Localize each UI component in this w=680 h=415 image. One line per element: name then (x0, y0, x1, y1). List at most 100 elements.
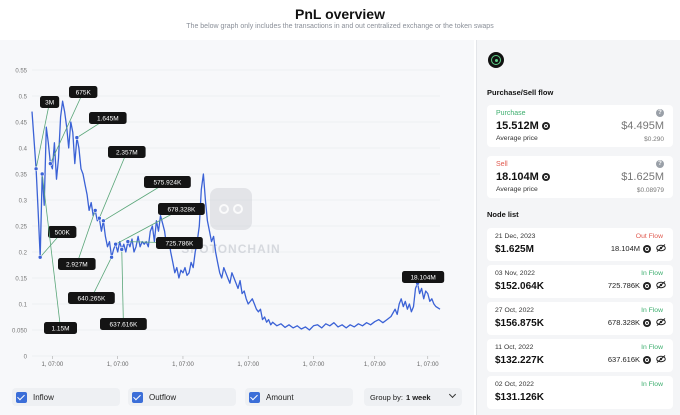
outflow-checkbox[interactable]: Outflow (128, 388, 236, 406)
callout-connector (103, 181, 168, 222)
eye-off-icon[interactable] (656, 318, 666, 326)
transaction-point[interactable] (48, 161, 53, 166)
node-date: 02 Oct, 2022 (495, 381, 534, 388)
y-tick-label: 0.3 (19, 199, 28, 205)
transaction-point[interactable] (33, 166, 39, 172)
transaction-point[interactable] (39, 171, 45, 177)
callout-box[interactable] (402, 271, 445, 283)
transaction-point[interactable] (119, 247, 125, 252)
node-flow-type: In Flow (641, 270, 663, 277)
callout-label: 675K (76, 90, 92, 97)
node-date: 11 Oct, 2022 (495, 344, 534, 351)
token-icon (643, 355, 651, 364)
checkbox-checked-icon (16, 391, 27, 403)
purchase-usd: $4.495M (621, 120, 664, 132)
transaction-point[interactable] (97, 215, 102, 221)
callout-label: 640.265K (77, 296, 105, 303)
callout-label: 18.104M (410, 275, 435, 282)
purchase-card: Purchase ? 15.512M $4.495M Average price… (487, 105, 673, 147)
x-tick-label: 1, 07:00 (42, 362, 64, 368)
callout-connector (91, 257, 112, 299)
callout-box[interactable] (48, 226, 77, 238)
x-tick-label: 1, 07:00 (417, 362, 439, 368)
node-qty: 637.616K (608, 355, 651, 364)
callout-label: 2.357M (116, 150, 138, 157)
token-icon (643, 244, 651, 253)
eye-off-icon[interactable] (656, 355, 666, 363)
node-list-item[interactable]: 27 Oct, 2022 $156.875K In Flow 678.328K (487, 302, 673, 335)
sell-usd: $1.625M (621, 171, 664, 183)
callout-box[interactable] (89, 112, 127, 124)
token-icon (541, 122, 550, 130)
help-icon[interactable]: ? (656, 160, 664, 168)
page-subtitle: The below graph only includes the transa… (186, 23, 494, 30)
y-tick-label: 0 (24, 355, 28, 361)
transaction-point[interactable] (109, 254, 114, 260)
node-list-item[interactable]: 03 Nov, 2022 $152.064K In Flow 725.786K (487, 265, 673, 298)
callout-connector (41, 173, 61, 329)
node-list-title: Node list (487, 210, 519, 219)
node-list-item[interactable]: 11 Oct, 2022 $132.227K In Flow 637.616K (487, 339, 673, 372)
node-date: 03 Nov, 2022 (495, 270, 535, 277)
callout-box[interactable] (108, 146, 146, 158)
purchase-amount-value: 15.512M (496, 120, 539, 132)
callout-box[interactable] (69, 86, 98, 98)
x-tick-label: 1, 07:00 (364, 362, 386, 368)
group-by-select[interactable]: Group by: 1 week (364, 388, 462, 406)
node-qty: 678.328K (608, 318, 651, 327)
watermark-logo (210, 188, 252, 230)
transaction-point[interactable] (92, 208, 98, 213)
callout-box[interactable] (44, 322, 77, 334)
transaction-point[interactable] (125, 239, 131, 244)
callout-box[interactable] (158, 203, 205, 215)
inflow-checkbox[interactable]: Inflow (12, 388, 120, 406)
eye-icon[interactable] (488, 52, 504, 68)
callout-box[interactable] (100, 318, 147, 330)
callout-connector (35, 101, 50, 169)
callout-label: 725.786K (165, 241, 193, 248)
chart-toolbar: Inflow Outflow Amount Group by: 1 week (0, 385, 474, 409)
node-list-item[interactable]: 21 Dec, 2023 $1.625M Out Flow 18.104M (487, 228, 673, 261)
amount-label: Amount (266, 392, 294, 402)
sell-label: Sell (496, 161, 508, 168)
node-qty-value: 678.328K (607, 318, 640, 327)
page-title: PnL overview (294, 6, 385, 22)
eye-off-icon[interactable] (656, 281, 666, 289)
outflow-label: Outflow (149, 392, 177, 402)
callout-label: 3M (45, 100, 54, 107)
transaction-point[interactable] (113, 241, 118, 247)
callout-connector (121, 249, 124, 325)
node-list-item[interactable]: 02 Oct, 2022 $131.126K In Flow (487, 376, 673, 409)
side-panel: Purchase/Sell flow Purchase ? 15.512M $4… (476, 40, 680, 415)
transaction-point[interactable] (37, 254, 43, 260)
callout-box[interactable] (58, 258, 96, 270)
callout-label: 1.645M (97, 116, 119, 123)
amount-checkbox[interactable]: Amount (245, 388, 353, 406)
token-icon (643, 318, 651, 327)
node-usd: $131.126K (495, 392, 544, 403)
callout-label: 2.927M (66, 262, 88, 269)
help-icon[interactable]: ? (656, 109, 664, 117)
pnl-series-line (31, 100, 441, 331)
callout-box[interactable] (156, 237, 203, 249)
watermark-logo-mark (219, 204, 229, 214)
callout-box[interactable] (144, 176, 191, 188)
eye-off-icon[interactable] (656, 244, 666, 252)
transaction-point[interactable] (101, 218, 106, 224)
callout-box[interactable] (40, 96, 60, 108)
group-by-label: Group by: (370, 392, 403, 402)
chevron-down-icon (448, 390, 457, 399)
y-tick-label: 0.2 (19, 251, 28, 257)
node-usd: $156.875K (495, 318, 544, 329)
callout-box[interactable] (68, 292, 115, 304)
y-tick-label: 0.55 (15, 69, 27, 75)
callout-label: 575.924K (153, 180, 181, 187)
transaction-point[interactable] (74, 135, 80, 140)
node-usd: $152.064K (495, 281, 544, 292)
callout-label: 678.328K (167, 207, 195, 214)
node-qty-value: 725.786K (607, 281, 640, 290)
y-tick-label: 0.5 (19, 95, 28, 101)
x-tick-label: 1, 07:00 (107, 362, 129, 368)
flow-title: Purchase/Sell flow (487, 88, 554, 97)
pnl-line-chart[interactable]: 0.55 0.5 0.45 0.4 0.35 0.3 0.25 0.2 0.15 0.1 0.050… (0, 40, 474, 380)
